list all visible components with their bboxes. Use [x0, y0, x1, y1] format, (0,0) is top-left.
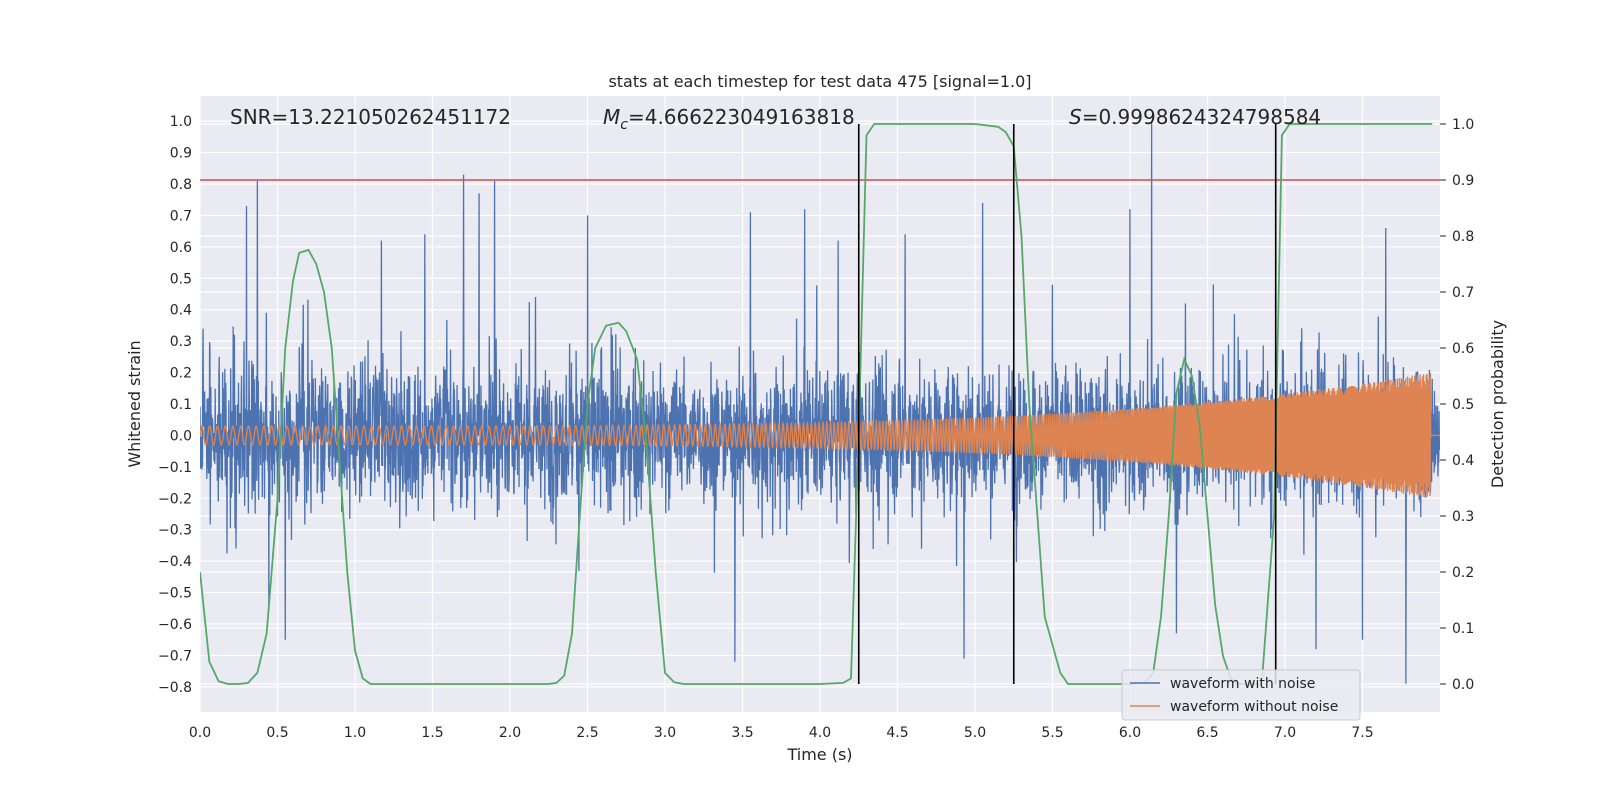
y-tick-label: 0.3	[170, 334, 192, 350]
x-tick-label: 6.0	[1119, 725, 1141, 741]
score-value: =0.9998624324798584	[1082, 105, 1321, 129]
score-annotation: S=0.9998624324798584	[1069, 105, 1321, 129]
legend-label-clean: waveform without noise	[1170, 699, 1338, 715]
chirp-mass-annotation: Mc=4.666223049163818	[603, 105, 855, 133]
snr-annotation: SNR=13.221050262451172	[230, 105, 511, 129]
x-tick-label: 6.5	[1196, 725, 1218, 741]
x-tick-label: 0.0	[189, 725, 211, 741]
y-right-tick-label: 0.5	[1452, 397, 1474, 413]
x-tick-label: 4.0	[809, 725, 831, 741]
y-tick-label: 0.8	[170, 177, 192, 193]
y-right-tick-label: 0.9	[1452, 173, 1474, 189]
y-tick-label: −0.8	[158, 680, 192, 696]
y-tick-label: 0.2	[170, 366, 192, 382]
x-tick-label: 2.0	[499, 725, 521, 741]
y-right-tick-label: 0.4	[1452, 453, 1474, 469]
axes: 0.0 0.5 1.0 1.5 2.0 2.5 3.0 3.5 4.0 4.5 5.0 5.5 6.0 6…	[158, 114, 1474, 741]
y-tick-label: −0.3	[158, 523, 192, 539]
chirp-mass-subscript: c	[620, 117, 628, 133]
y-right-tick-label: 0.7	[1452, 285, 1474, 301]
legend: waveform with noise waveform without noi…	[1121, 669, 1361, 721]
x-tick-label: 7.5	[1351, 725, 1373, 741]
series-waveform-without-noise	[200, 372, 1440, 498]
x-tick-label: 0.5	[266, 725, 288, 741]
y-tick-label: 0.1	[170, 397, 192, 413]
x-axis-title: Time (s)	[786, 745, 852, 764]
y-axis-title: Whitened strain	[125, 340, 144, 467]
series-detection-probability	[200, 123, 1433, 685]
x-tick-label: 4.5	[886, 725, 908, 741]
y-tick-label: −0.6	[158, 617, 192, 633]
x-tick-label: 5.0	[964, 725, 986, 741]
legend-label-noise: waveform with noise	[1170, 676, 1315, 692]
y-tick-label: 0.4	[170, 303, 192, 319]
y-right-tick-label: 0.8	[1452, 229, 1474, 245]
y-tick-label: 0.7	[170, 208, 192, 224]
y-right-tick-label: 0.2	[1452, 565, 1474, 581]
legend-box	[1121, 669, 1361, 721]
x-tick-label: 5.5	[1041, 725, 1063, 741]
y-tick-label: −0.5	[158, 586, 192, 602]
y-tick-label: 0.5	[170, 271, 192, 287]
x-tick-label: 3.5	[731, 725, 753, 741]
x-tick-label: 1.5	[421, 725, 443, 741]
y-tick-label: 0.6	[170, 240, 192, 256]
y-tick-label: 0.0	[170, 428, 192, 444]
chirp-mass-value: =4.666223049163818	[628, 105, 855, 129]
y-tick-label: −0.4	[158, 554, 192, 570]
x-tick-label: 3.0	[654, 725, 676, 741]
y-right-tick-label: 0.6	[1452, 341, 1474, 357]
y-right-tick-label: 0.0	[1452, 677, 1474, 693]
chart-title: stats at each timestep for test data 475…	[608, 72, 1031, 91]
y-right-tick-label: 1.0	[1452, 117, 1474, 133]
y-tick-label: −0.1	[158, 460, 192, 476]
x-tick-label: 7.0	[1274, 725, 1296, 741]
plot-area	[200, 121, 1440, 685]
y-right-tick-label: 0.3	[1452, 509, 1474, 525]
chirp-mass-symbol: M	[603, 105, 620, 129]
y-tick-label: −0.2	[158, 491, 192, 507]
y-tick-label: 0.9	[170, 146, 192, 162]
score-symbol: S	[1069, 105, 1082, 129]
x-tick-label: 1.0	[344, 725, 366, 741]
y-axis-right-title: Detection probability	[1488, 320, 1507, 488]
y-tick-label: 1.0	[170, 114, 192, 130]
y-right-tick-label: 0.1	[1452, 621, 1474, 637]
x-tick-label: 2.5	[576, 725, 598, 741]
y-tick-label: −0.7	[158, 648, 192, 664]
